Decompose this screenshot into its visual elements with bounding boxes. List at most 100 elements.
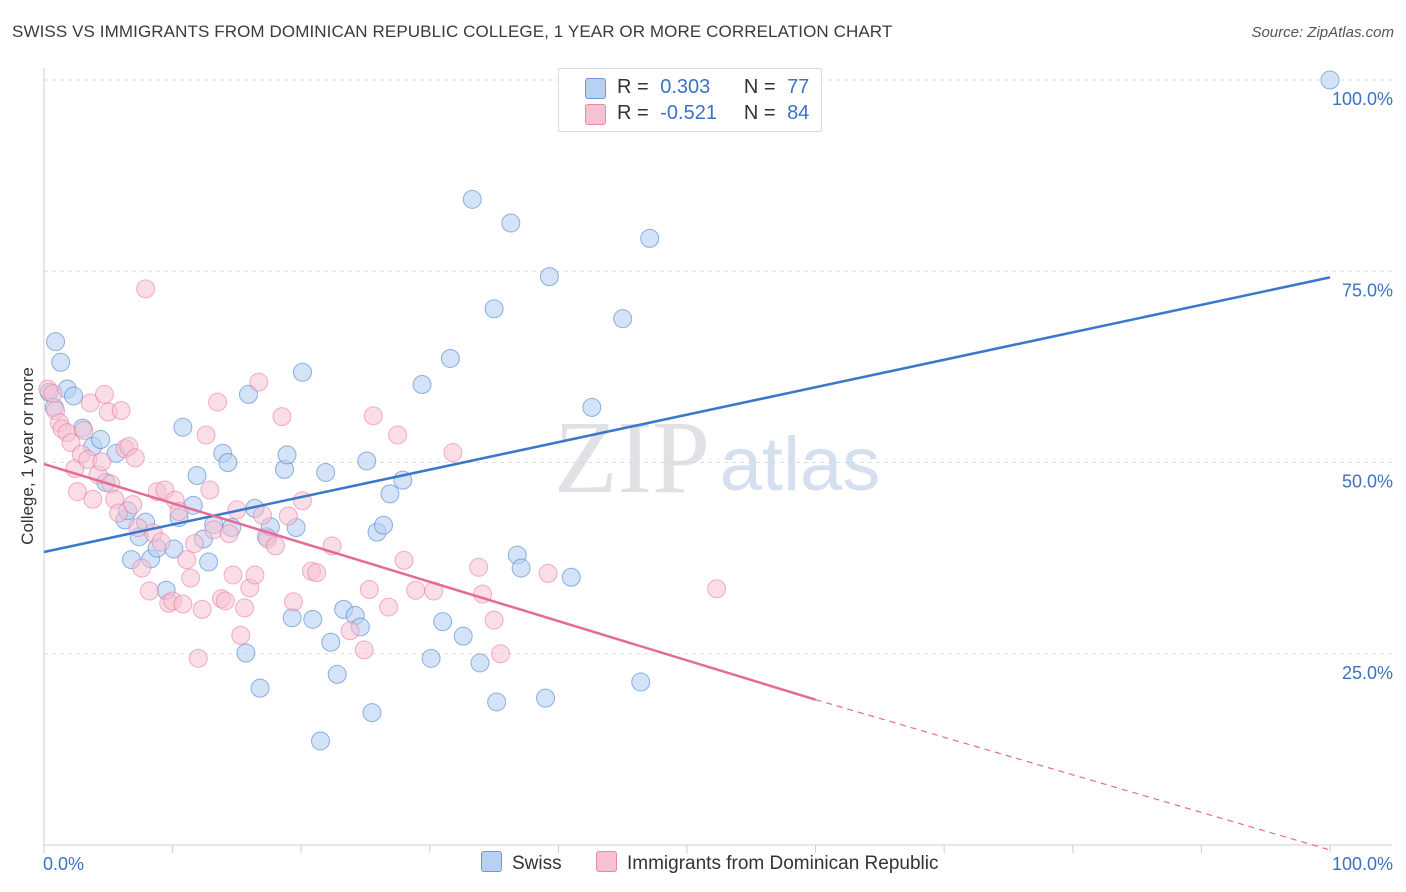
- dominican-point: [181, 568, 201, 588]
- y-tick-label: 25.0%: [1342, 663, 1393, 683]
- swiss-point: [316, 462, 336, 482]
- swiss-point: [310, 731, 330, 751]
- tick-labels: 25.0% 50.0% 75.0% 100.0% 0.0% 100.0%: [43, 89, 1393, 874]
- bottom-legend-swiss: Swiss: [481, 851, 562, 875]
- correlation-legend: R = 0.303 N = 77 R = -0.521 N = 84: [558, 68, 822, 132]
- dominican-point: [94, 384, 114, 404]
- dominican-point: [223, 565, 243, 585]
- dominican-point: [388, 425, 408, 445]
- swiss-point: [539, 267, 559, 287]
- dominican-point: [215, 591, 235, 611]
- dominican-point: [283, 592, 303, 612]
- swiss-point: [1320, 70, 1340, 90]
- dominican-point: [219, 524, 239, 544]
- watermark-atlas: atlas: [720, 422, 881, 507]
- swiss-point: [91, 430, 111, 450]
- series-dominican-points: [38, 279, 727, 668]
- dominican-point: [80, 393, 100, 413]
- swiss-point: [484, 299, 504, 319]
- swiss-point: [277, 445, 297, 465]
- swiss-point: [199, 552, 219, 572]
- dominican-point: [192, 599, 212, 619]
- dominican-point: [249, 372, 269, 392]
- dominican-point: [92, 452, 112, 472]
- dominican-point: [231, 625, 251, 645]
- dominican-point: [184, 534, 204, 554]
- legend-dominican-r-value: -0.521: [660, 102, 717, 124]
- swiss-point: [64, 386, 84, 406]
- swiss-point: [561, 567, 581, 587]
- trendlines: [43, 276, 1331, 851]
- watermark: ZIP atlas: [554, 400, 880, 515]
- dominican-point: [379, 597, 399, 617]
- swiss-point: [282, 608, 302, 628]
- dominican-point: [125, 448, 145, 468]
- legend-dominican-r-label: R =: [617, 102, 649, 124]
- swiss-point: [412, 374, 432, 394]
- swiss-point: [173, 417, 193, 437]
- y-tick-label: 50.0%: [1342, 472, 1393, 492]
- bottom-swatch-dominican: [596, 851, 617, 872]
- dominican-point: [136, 279, 156, 299]
- swiss-point: [303, 609, 323, 629]
- swiss-point: [238, 384, 258, 404]
- swiss-trendline: [43, 276, 1331, 554]
- dominican-point: [340, 621, 360, 641]
- bottom-legend-dominican-label: Immigrants from Dominican Republic: [627, 853, 939, 874]
- dominican-point: [67, 482, 87, 502]
- dominican-point: [307, 563, 327, 583]
- dominican-point: [196, 425, 216, 445]
- legend-swatch-dominican: [585, 104, 606, 125]
- swiss-point: [236, 643, 256, 663]
- swiss-point: [470, 653, 490, 673]
- swiss-point: [292, 362, 312, 382]
- legend-swiss-n-label: N =: [743, 76, 776, 98]
- swiss-point: [462, 189, 482, 209]
- swiss-point: [640, 228, 660, 248]
- dominican-point: [278, 506, 298, 526]
- dominican-point: [173, 594, 193, 614]
- dominican-point: [538, 563, 558, 583]
- swiss-point: [582, 397, 602, 417]
- swiss-point: [613, 309, 633, 329]
- y-axis-label: College, 1 year or more: [18, 367, 37, 545]
- dominican-point: [83, 489, 103, 509]
- swiss-point: [374, 515, 394, 535]
- x-tick-label: 100.0%: [1332, 854, 1393, 874]
- swiss-point: [250, 678, 270, 698]
- dominican-point: [132, 558, 152, 578]
- dominican-point: [111, 400, 131, 420]
- swiss-point: [51, 352, 71, 372]
- legend-dominican-n-value: 84: [787, 102, 810, 124]
- dominican-point: [491, 644, 511, 664]
- dominican-point: [406, 580, 426, 600]
- swiss-point: [487, 692, 507, 712]
- swiss-point: [433, 612, 453, 632]
- swiss-point: [187, 466, 207, 486]
- legend-swiss-r-value: 0.303: [660, 76, 711, 98]
- swiss-point: [362, 703, 382, 723]
- bottom-legend-dominican: Immigrants from Dominican Republic: [596, 851, 939, 875]
- dominican-point: [139, 581, 159, 601]
- legend-swiss-r-label: R =: [617, 76, 649, 98]
- dominican-point: [235, 598, 255, 618]
- dominican-point: [253, 505, 273, 525]
- dominican-point: [265, 536, 285, 556]
- dominican-point: [200, 480, 220, 500]
- dominican-point: [354, 640, 374, 660]
- dominican-trendline: [43, 462, 816, 701]
- swiss-point: [501, 213, 521, 233]
- y-tick-label: 100.0%: [1332, 89, 1393, 109]
- dominican-point: [707, 579, 727, 599]
- source-credit: Source: ZipAtlas.com: [1251, 24, 1394, 41]
- legend-swiss-n-value: 77: [787, 76, 810, 98]
- legend-swatch-swiss: [585, 78, 606, 99]
- dominican-point: [151, 532, 171, 552]
- legend-dominican-n-label: N =: [743, 102, 776, 124]
- swiss-point: [440, 348, 460, 368]
- dominican-point: [443, 443, 463, 463]
- swiss-point: [321, 632, 341, 652]
- swiss-point: [511, 558, 531, 578]
- swiss-point: [631, 672, 651, 692]
- dominican-point: [394, 550, 414, 570]
